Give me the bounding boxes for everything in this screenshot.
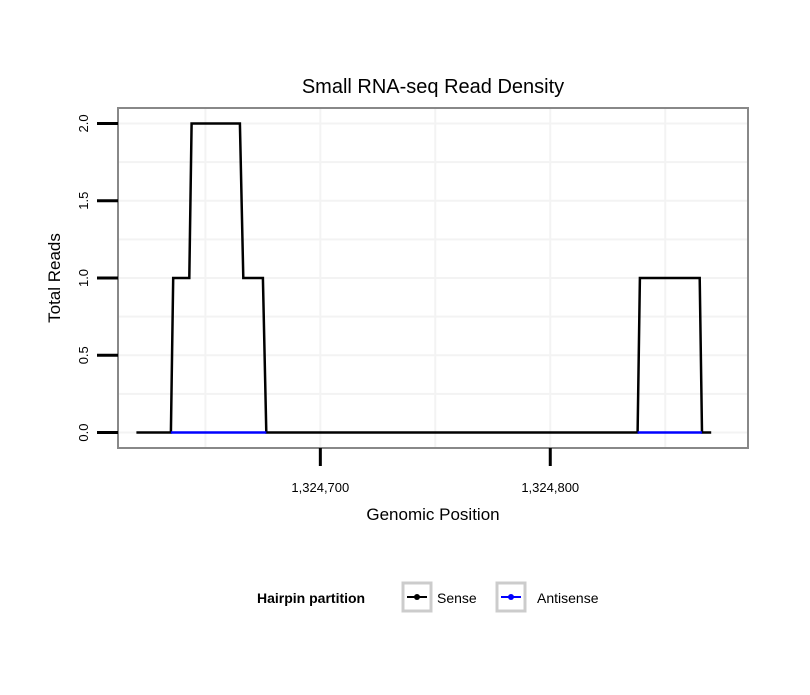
x-tick-label: 1,324,700 [291, 480, 349, 495]
y-tick-label: 1.5 [76, 192, 91, 210]
y-tick-label: 1.0 [76, 269, 91, 287]
axes: 0.0 0.5 1.0 1.5 2.0 1,324,700 1,324,800 [76, 114, 579, 495]
y-axis-label: Total Reads [45, 233, 64, 323]
legend-point-sense [414, 594, 420, 600]
series-line-sense [136, 122, 712, 434]
y-tick-label: 2.0 [76, 114, 91, 132]
chart-title: Small RNA-seq Read Density [302, 76, 564, 98]
legend: Hairpin partition Sense Antisense [257, 581, 599, 613]
legend-label-antisense: Antisense [537, 590, 599, 606]
legend-item-sense: Sense [401, 581, 477, 613]
legend-point-antisense [508, 594, 514, 600]
y-tick-label: 0.5 [76, 346, 91, 364]
x-tick-label: 1,324,800 [521, 480, 579, 495]
y-tick-label: 0.0 [76, 424, 91, 442]
series-layer [136, 122, 712, 434]
x-axis-label: Genomic Position [366, 505, 499, 524]
legend-title: Hairpin partition [257, 590, 365, 606]
legend-label-sense: Sense [437, 590, 477, 606]
legend-item-antisense: Antisense [495, 581, 599, 613]
